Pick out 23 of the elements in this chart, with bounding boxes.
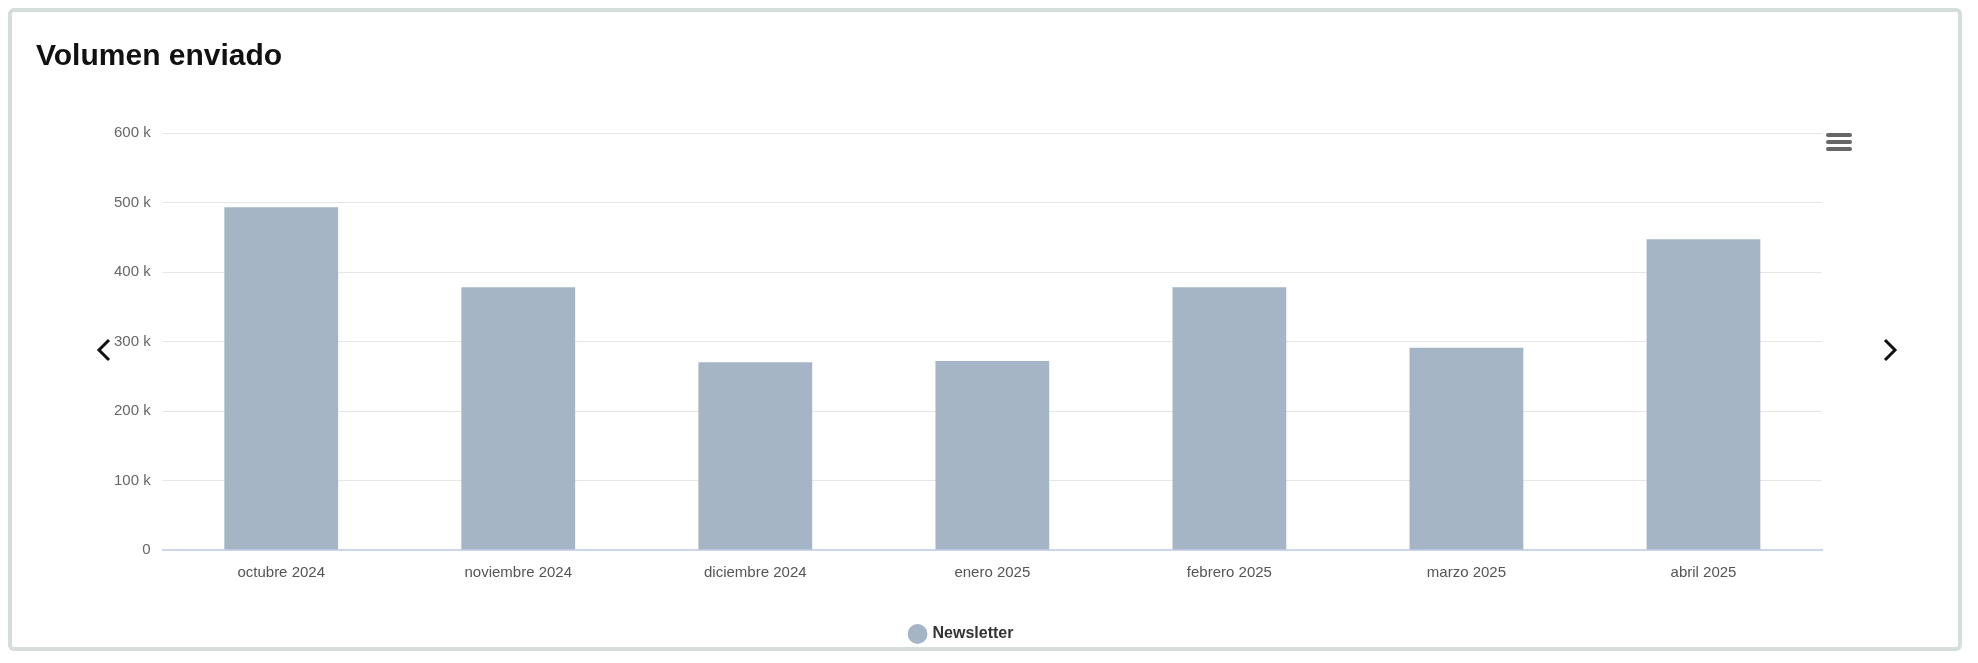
bar [1409, 347, 1524, 550]
legend-label: Newsletter [932, 624, 1014, 642]
x-tick-label: noviembre 2024 [464, 563, 573, 581]
bar [1646, 239, 1761, 550]
x-tick-label: octubre 2024 [237, 563, 326, 581]
y-tick-label: 400 k [113, 262, 152, 280]
y-tick-label: 300 k [113, 331, 152, 349]
bar [224, 207, 339, 550]
bar [461, 287, 576, 550]
y-tick-label: 200 k [113, 401, 152, 419]
x-tick-label: diciembre 2024 [704, 563, 807, 581]
bar [698, 362, 813, 550]
x-tick-label: marzo 2025 [1426, 563, 1507, 581]
y-tick-label: 0 [142, 540, 151, 558]
y-tick-label: 100 k [113, 470, 152, 488]
chart-title: Volumen enviado [36, 38, 283, 72]
y-tick-label: 600 k [113, 123, 152, 141]
y-tick-label: 500 k [113, 192, 152, 210]
bar [935, 360, 1050, 550]
bar [1172, 287, 1287, 550]
x-tick-label: abril 2025 [1670, 563, 1737, 581]
x-tick-label: enero 2025 [954, 563, 1031, 581]
x-tick-label: febrero 2025 [1186, 563, 1272, 581]
